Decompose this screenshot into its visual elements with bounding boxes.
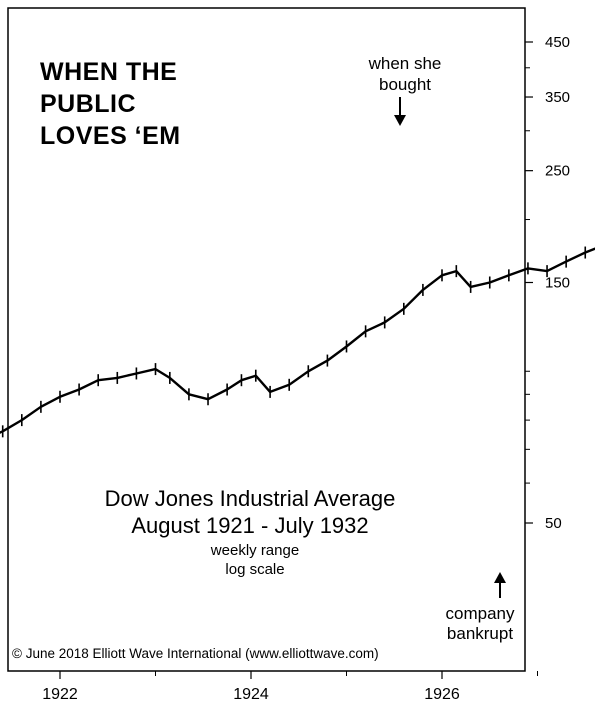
y-tick-label: 150 [545,275,570,292]
copyright-notice: © June 2018 Elliott Wave International (… [12,646,379,661]
y-tick-label: 350 [545,89,570,106]
x-tick-label: 1922 [42,686,78,703]
dow-series-line [0,247,595,434]
headline-line-3: LOVES ‘EM [40,122,181,150]
y-axis: 50 150 250 350 450 [525,34,570,532]
chart-title-line-1: Dow Jones Industrial Average [104,486,396,511]
note-log-scale: log scale [225,561,285,578]
note-weekly-range: weekly range [210,542,300,559]
annotation-bankrupt: bankrupt [446,624,514,643]
plot-frame [7,7,526,672]
headline-line-2: PUBLIC [40,90,137,118]
x-axis: 192219241926192819301932 [42,671,538,703]
chart-title-line-2: August 1921 - July 1932 [131,513,369,538]
y-tick-label: 250 [545,163,570,180]
annotation-when-she: when she [368,54,442,73]
arrow-down-icon [394,97,406,126]
x-tick-label: 1924 [233,686,269,703]
annotation-company: company [445,604,515,623]
x-tick-label: 1926 [424,686,460,703]
y-tick-label: 50 [545,515,562,532]
annotation-bought: bought [379,75,431,94]
y-tick-label: 450 [545,34,570,51]
arrow-up-icon [494,572,506,598]
headline-line-1: WHEN THE [40,58,178,86]
series-points [1,246,587,438]
